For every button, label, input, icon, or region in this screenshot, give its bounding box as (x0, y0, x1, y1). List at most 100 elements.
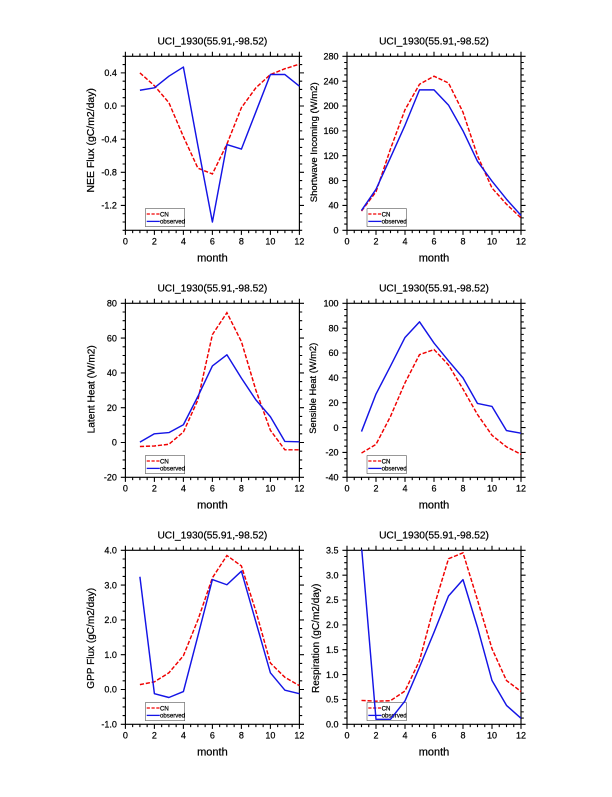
svg-text:UCI_1930(55.91,-98.52): UCI_1930(55.91,-98.52) (157, 37, 267, 48)
svg-text:100: 100 (323, 299, 338, 309)
svg-text:GPP Flux (gC/m2/day): GPP Flux (gC/m2/day) (86, 588, 97, 689)
svg-text:60: 60 (107, 333, 117, 343)
svg-text:-20: -20 (104, 473, 117, 483)
svg-text:0: 0 (333, 423, 338, 433)
svg-text:8: 8 (239, 236, 244, 246)
svg-text:month: month (197, 746, 228, 758)
svg-text:60: 60 (328, 348, 338, 358)
svg-text:3.0: 3.0 (326, 570, 339, 580)
svg-text:160: 160 (323, 126, 338, 136)
svg-text:month: month (419, 252, 450, 264)
svg-text:CN: CN (382, 705, 391, 712)
svg-text:3.0: 3.0 (104, 580, 117, 590)
svg-text:2.0: 2.0 (326, 620, 339, 630)
svg-text:0: 0 (344, 236, 349, 246)
svg-text:observed: observed (382, 219, 407, 226)
svg-text:UCI_1930(55.91,-98.52): UCI_1930(55.91,-98.52) (379, 531, 489, 542)
svg-text:4: 4 (402, 730, 407, 740)
svg-text:1.0: 1.0 (326, 670, 339, 680)
svg-text:-20: -20 (325, 448, 338, 458)
svg-text:2.0: 2.0 (104, 615, 117, 625)
svg-text:4.0: 4.0 (104, 546, 117, 556)
svg-text:12: 12 (294, 483, 304, 493)
svg-text:CN: CN (160, 211, 169, 218)
svg-text:240: 240 (323, 76, 338, 86)
svg-text:4: 4 (181, 730, 186, 740)
svg-text:6: 6 (431, 483, 436, 493)
svg-text:0.0: 0.0 (326, 720, 339, 730)
svg-text:2.5: 2.5 (326, 595, 339, 605)
svg-text:8: 8 (460, 730, 465, 740)
svg-text:month: month (419, 746, 450, 758)
svg-text:12: 12 (294, 730, 304, 740)
svg-text:40: 40 (328, 373, 338, 383)
svg-text:2: 2 (373, 483, 378, 493)
svg-text:month: month (419, 499, 450, 511)
svg-text:10: 10 (487, 730, 497, 740)
svg-text:40: 40 (328, 201, 338, 211)
svg-text:CN: CN (382, 458, 391, 465)
svg-text:8: 8 (239, 730, 244, 740)
svg-text:20: 20 (107, 403, 117, 413)
svg-text:-0.8: -0.8 (101, 168, 117, 178)
svg-text:Shortwave Incoming (W/m2): Shortwave Incoming (W/m2) (309, 82, 320, 202)
svg-text:12: 12 (294, 236, 304, 246)
svg-text:0: 0 (333, 226, 338, 236)
svg-text:8: 8 (239, 483, 244, 493)
svg-text:12: 12 (516, 730, 526, 740)
svg-text:1.5: 1.5 (326, 645, 339, 655)
svg-text:observed: observed (382, 466, 407, 473)
svg-text:Latent Heat (W/m2): Latent Heat (W/m2) (87, 345, 98, 433)
svg-text:80: 80 (328, 323, 338, 333)
svg-text:2: 2 (373, 236, 378, 246)
svg-text:0.5: 0.5 (326, 695, 339, 705)
svg-text:280: 280 (323, 52, 338, 62)
svg-text:0: 0 (123, 483, 128, 493)
svg-text:observed: observed (160, 713, 185, 720)
svg-text:UCI_1930(55.91,-98.52): UCI_1930(55.91,-98.52) (157, 531, 267, 542)
svg-text:80: 80 (328, 176, 338, 186)
svg-text:10: 10 (487, 483, 497, 493)
svg-text:40: 40 (107, 368, 117, 378)
svg-text:month: month (197, 499, 228, 511)
svg-text:4: 4 (181, 236, 186, 246)
svg-text:10: 10 (265, 483, 275, 493)
svg-text:NEE Flux (gC/m2/day): NEE Flux (gC/m2/day) (86, 88, 97, 192)
svg-text:0: 0 (123, 730, 128, 740)
svg-text:UCI_1930(55.91,-98.52): UCI_1930(55.91,-98.52) (379, 37, 489, 48)
svg-text:0: 0 (344, 730, 349, 740)
svg-text:12: 12 (516, 236, 526, 246)
svg-text:observed: observed (382, 713, 407, 720)
svg-text:12: 12 (516, 483, 526, 493)
svg-text:observed: observed (160, 219, 185, 226)
svg-text:-1.2: -1.2 (101, 201, 117, 211)
svg-text:0: 0 (123, 236, 128, 246)
svg-text:6: 6 (210, 483, 215, 493)
svg-text:observed: observed (160, 466, 185, 473)
svg-text:UCI_1930(55.91,-98.52): UCI_1930(55.91,-98.52) (379, 284, 489, 295)
svg-text:10: 10 (265, 730, 275, 740)
svg-text:CN: CN (160, 705, 169, 712)
svg-text:2: 2 (152, 730, 157, 740)
svg-text:8: 8 (460, 483, 465, 493)
svg-text:120: 120 (323, 151, 338, 161)
svg-text:Respiration (gC/m2/day): Respiration (gC/m2/day) (311, 584, 322, 693)
svg-text:4: 4 (181, 483, 186, 493)
svg-text:2: 2 (152, 236, 157, 246)
svg-text:10: 10 (265, 236, 275, 246)
svg-text:20: 20 (328, 398, 338, 408)
svg-text:6: 6 (210, 236, 215, 246)
svg-text:month: month (197, 252, 228, 264)
svg-text:-40: -40 (325, 473, 338, 483)
svg-text:8: 8 (460, 236, 465, 246)
svg-text:4: 4 (402, 483, 407, 493)
svg-text:10: 10 (487, 236, 497, 246)
svg-text:-0.4: -0.4 (101, 134, 117, 144)
svg-text:0: 0 (344, 483, 349, 493)
svg-text:-1.0: -1.0 (101, 720, 117, 730)
svg-text:0.4: 0.4 (104, 68, 117, 78)
svg-text:200: 200 (323, 101, 338, 111)
svg-text:0.0: 0.0 (104, 685, 117, 695)
svg-text:3.5: 3.5 (326, 546, 339, 556)
svg-text:1.0: 1.0 (104, 650, 117, 660)
